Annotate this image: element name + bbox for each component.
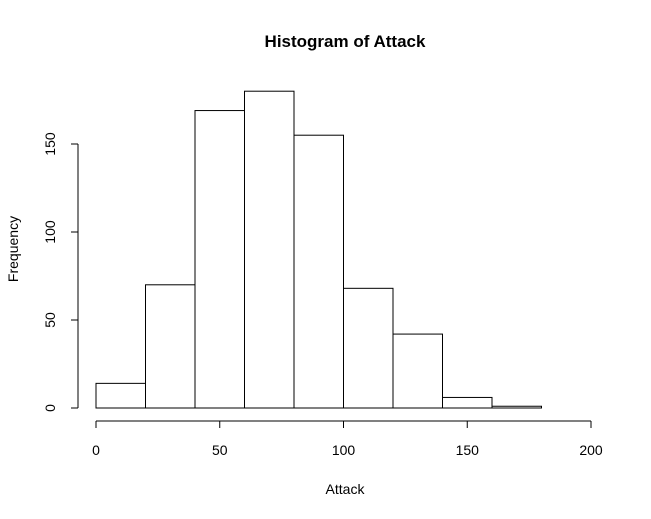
histogram-bar-6: [392, 333, 443, 409]
y-axis-label: Frequency: [5, 216, 21, 282]
x-tick-label-50: 50: [212, 442, 228, 458]
histogram-bar-8: [491, 405, 542, 409]
x-tick-label-150: 150: [456, 442, 480, 458]
bars-group: [95, 90, 542, 409]
y-axis: 0 50 100 150: [42, 132, 79, 412]
x-tick-label-0: 0: [92, 442, 100, 458]
histogram-bar-5: [343, 287, 394, 409]
histogram-bar-0: [95, 382, 146, 409]
y-tick-label-0: 0: [42, 404, 58, 412]
histogram-bar-4: [293, 134, 344, 409]
y-tick-label-100: 100: [42, 220, 58, 244]
x-axis: 0 50 100 150 200: [92, 420, 603, 458]
chart-title: Histogram of Attack: [265, 32, 426, 51]
x-tick-label-200: 200: [579, 442, 603, 458]
histogram-bar-2: [194, 110, 245, 409]
y-tick-label-150: 150: [42, 132, 58, 156]
histogram-bar-1: [145, 284, 196, 409]
histogram-bar-3: [244, 90, 295, 409]
x-axis-label: Attack: [326, 481, 366, 497]
histogram-bar-7: [442, 396, 493, 409]
y-tick-label-50: 50: [42, 312, 58, 328]
x-tick-label-100: 100: [332, 442, 356, 458]
